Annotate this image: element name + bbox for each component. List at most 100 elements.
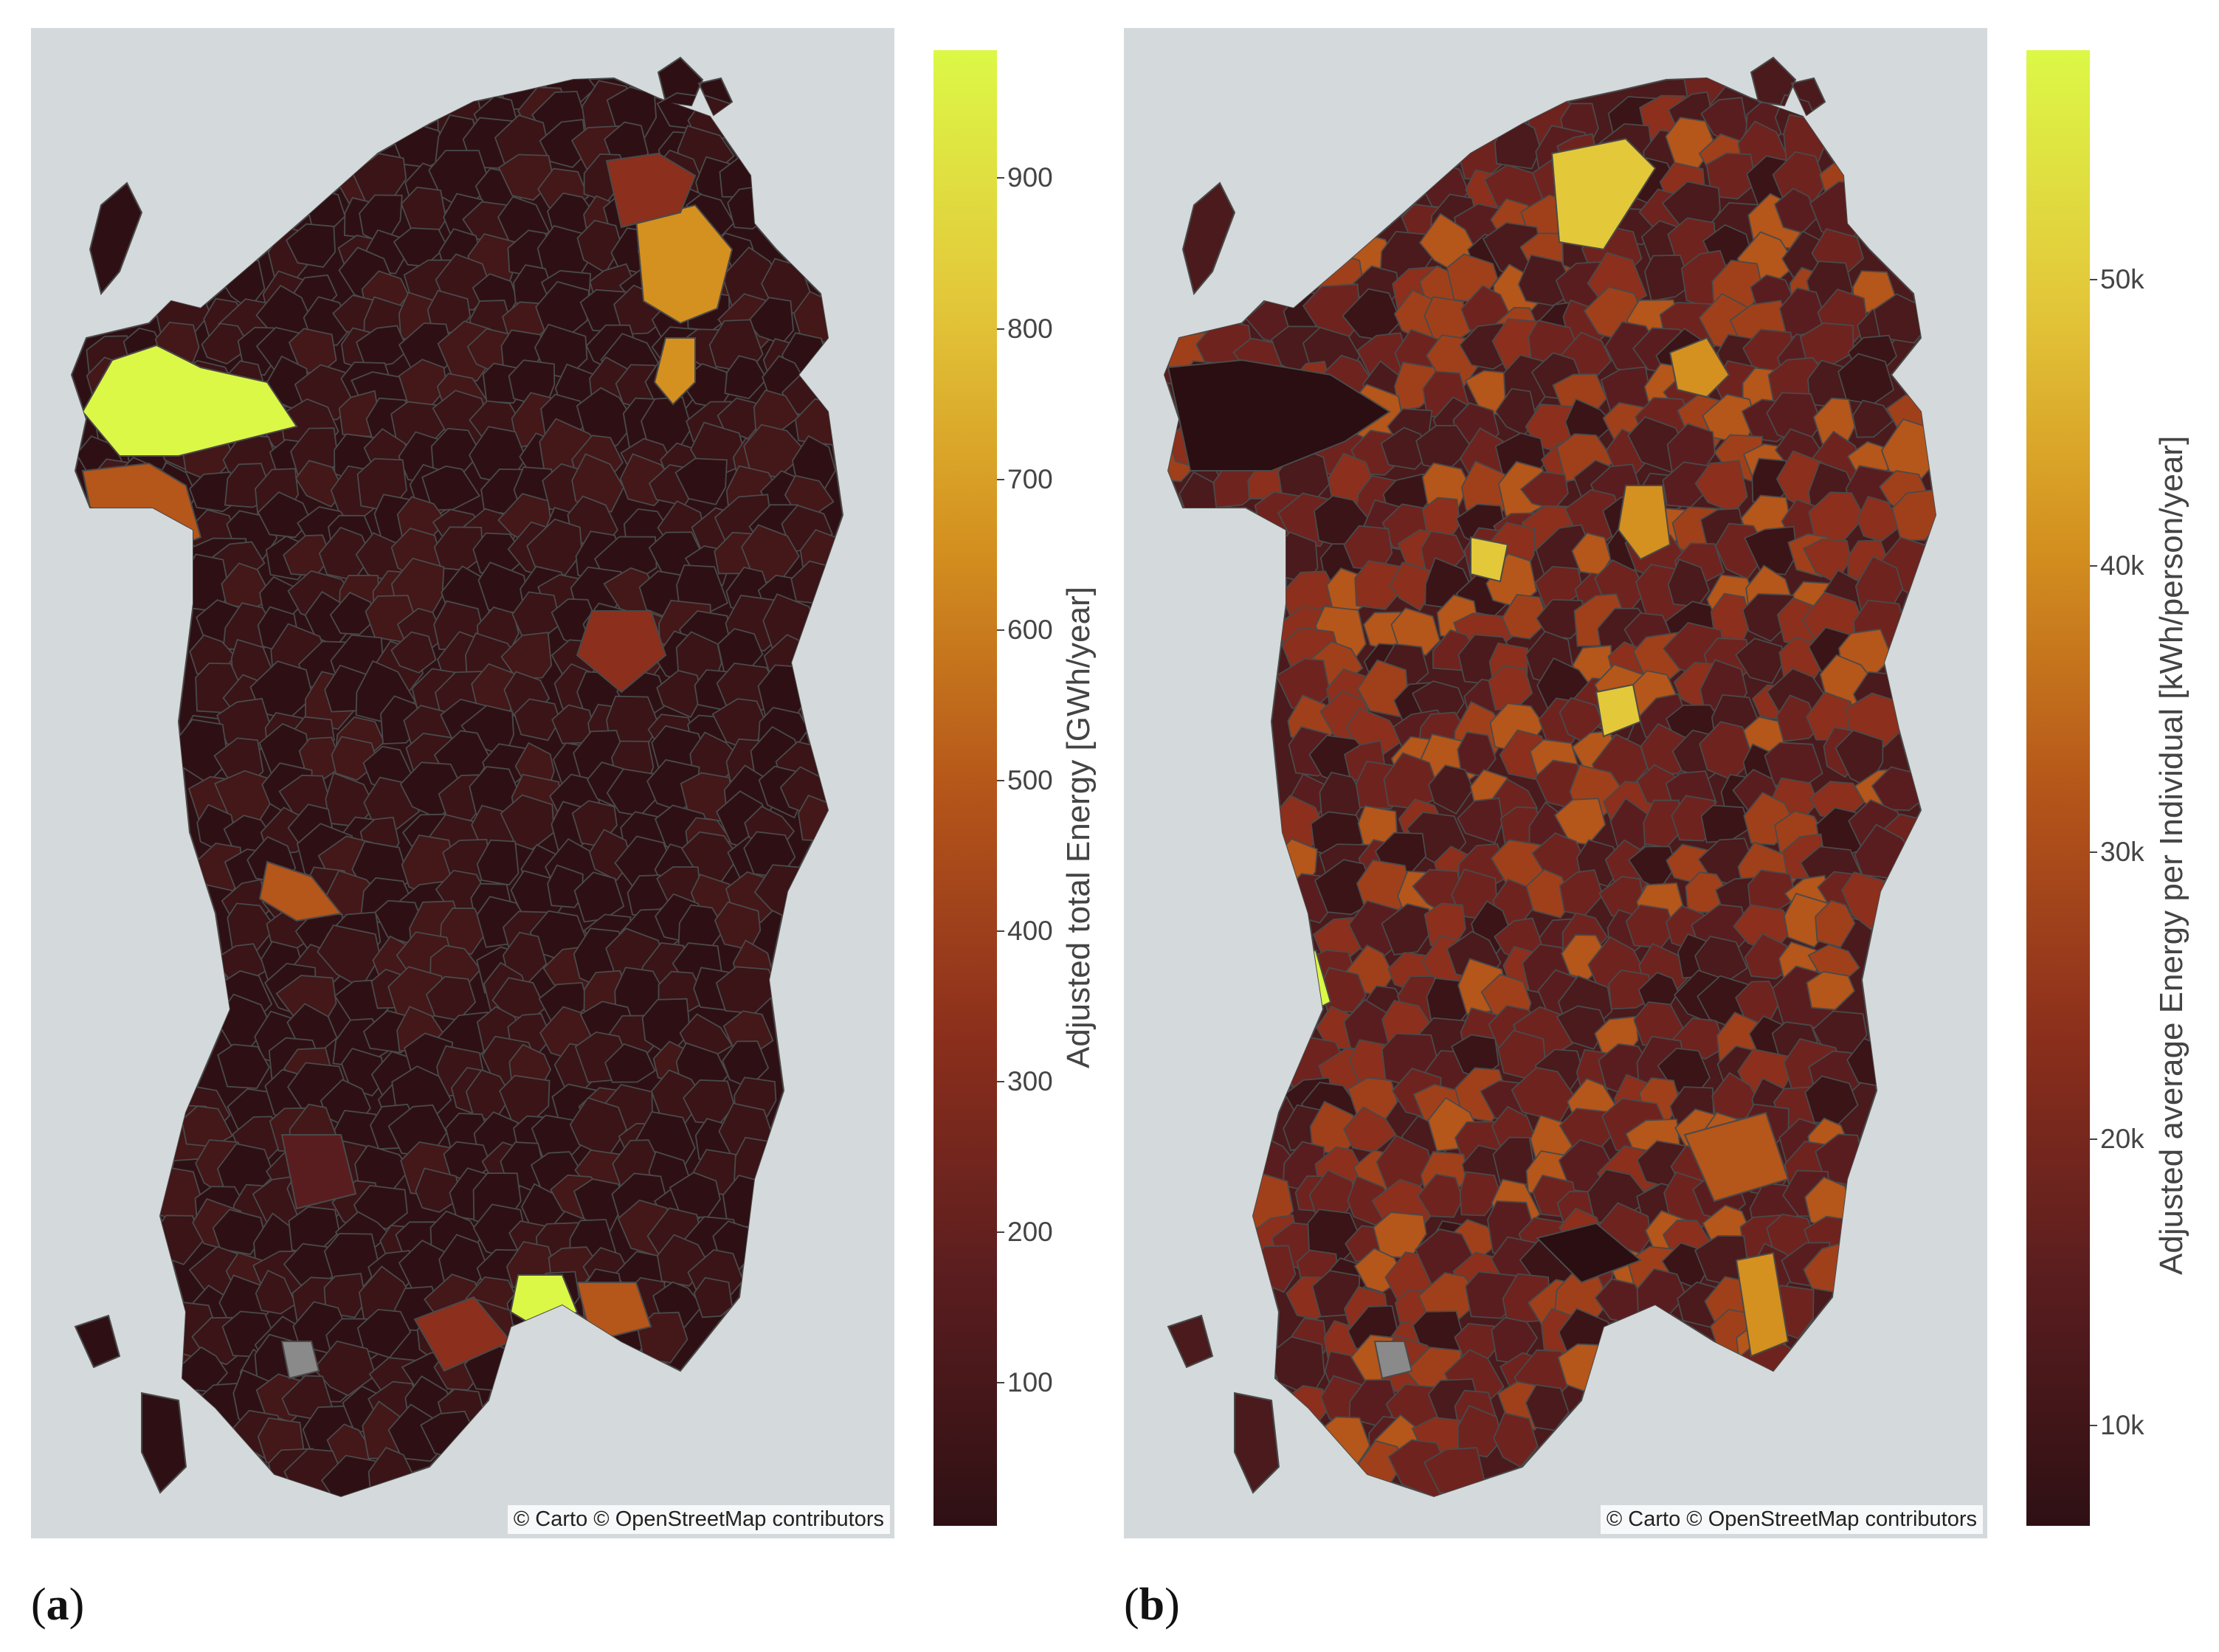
- colorbar-a: [934, 50, 997, 1526]
- panel-label-b: (b): [1124, 1580, 1180, 1630]
- colorbar-tick-label: 800: [1007, 313, 1053, 344]
- municipality: [294, 460, 345, 508]
- municipality: [476, 839, 520, 886]
- colorbar-tick-mark: [997, 328, 1004, 330]
- colorbar-tick-label: 300: [1007, 1065, 1053, 1096]
- colorbar-a-title: Adjusted total Energy [GWh/year]: [1060, 587, 1097, 1068]
- municipality-highlight: [1373, 1341, 1413, 1380]
- municipality-highlight: [1735, 1251, 1790, 1358]
- map-attribution[interactable]: © Carto © OpenStreetMap contributors: [507, 1505, 890, 1534]
- municipality: [539, 119, 588, 168]
- municipality: [227, 902, 277, 951]
- municipality-highlight: [1204, 1030, 1295, 1099]
- colorbar-tick-label: 20k: [2100, 1123, 2144, 1154]
- municipality: [500, 794, 555, 851]
- map-attribution[interactable]: © Carto © OpenStreetMap contributors: [1600, 1505, 1983, 1534]
- panel-label-a: (a): [31, 1580, 85, 1630]
- municipality-highlight: [1470, 536, 1509, 583]
- colorbar-tick-label: 700: [1007, 463, 1053, 494]
- colorbar-tick-mark: [2090, 1138, 2097, 1140]
- municipality-highlight: [576, 610, 667, 694]
- municipality: [201, 322, 252, 364]
- municipalities: [75, 60, 843, 1496]
- municipality: [217, 1043, 270, 1089]
- municipality: [1457, 797, 1504, 844]
- municipality: [1744, 525, 1798, 576]
- municipality: [355, 325, 409, 369]
- colorbar-gradient: [934, 50, 997, 1526]
- municipality: [514, 698, 561, 742]
- municipality: [500, 632, 553, 679]
- map-b-energy-per-individual[interactable]: © Carto © OpenStreetMap contributors: [1124, 28, 1987, 1538]
- municipality: [1536, 598, 1587, 640]
- colorbar-tick-mark: [997, 1080, 1004, 1082]
- colorbar-tick-mark: [997, 478, 1004, 480]
- municipality: [1493, 1411, 1539, 1468]
- colorbar-b: [2026, 50, 2090, 1526]
- municipality: [1735, 637, 1785, 685]
- colorbar-gradient: [2026, 50, 2090, 1526]
- municipality: [1390, 607, 1441, 657]
- municipality: [797, 794, 838, 842]
- municipality-highlight: [635, 204, 734, 325]
- municipality: [1643, 254, 1693, 302]
- municipality: [656, 669, 703, 719]
- municipality-highlight: [1683, 1111, 1790, 1203]
- colorbar-b-title: Adjusted average Energy per Individual […: [2153, 435, 2189, 1275]
- colorbar-tick-label: 500: [1007, 764, 1053, 795]
- colorbar-tick-mark: [2090, 1425, 2097, 1427]
- map-a-total-energy[interactable]: © Carto © OpenStreetMap contributors: [31, 28, 894, 1538]
- municipality-highlight: [258, 860, 342, 922]
- municipality: [724, 355, 768, 400]
- municipality: [1428, 764, 1474, 815]
- municipality-highlight: [280, 1134, 357, 1210]
- municipality: [390, 631, 437, 674]
- colorbar-tick-label: 900: [1007, 162, 1053, 193]
- municipality: [1815, 899, 1856, 948]
- municipality: [285, 223, 337, 268]
- municipality: [255, 1269, 297, 1315]
- municipality: [1250, 1245, 1297, 1293]
- colorbar-tick-mark: [997, 1382, 1004, 1384]
- colorbar-tick-label: 10k: [2100, 1410, 2144, 1441]
- sardinia-choropleth-a: [70, 56, 844, 1498]
- municipality: [547, 864, 584, 908]
- municipality: [1457, 1404, 1503, 1458]
- municipality: [189, 471, 237, 513]
- colorbar-tick-mark: [997, 930, 1004, 932]
- colorbar-tick-mark: [997, 779, 1004, 781]
- colorbar-tick-label: 50k: [2100, 263, 2144, 294]
- municipality: [1380, 426, 1429, 470]
- colorbar-tick-mark: [2090, 565, 2097, 567]
- municipality: [1459, 1171, 1502, 1217]
- municipality: [1742, 592, 1798, 643]
- colorbar-tick-label: 40k: [2100, 550, 2144, 581]
- municipality-highlight: [653, 337, 696, 406]
- municipality: [415, 1167, 462, 1213]
- colorbar-tick-mark: [997, 177, 1004, 179]
- municipality-highlight: [1167, 359, 1391, 471]
- municipality: [1556, 1005, 1607, 1050]
- municipality: [1775, 694, 1821, 742]
- municipality-highlight: [81, 344, 298, 457]
- municipality: [1744, 933, 1793, 980]
- municipality: [1806, 970, 1856, 1011]
- municipality: [439, 908, 487, 955]
- municipality: [604, 1043, 656, 1083]
- municipalities: [1164, 58, 1936, 1496]
- municipality: [674, 457, 728, 505]
- municipality-highlight: [1668, 336, 1730, 398]
- municipality: [257, 491, 312, 539]
- colorbar-tick-label: 200: [1007, 1217, 1053, 1248]
- municipality: [1501, 594, 1550, 640]
- sardinia-choropleth-b: [1163, 56, 1937, 1498]
- municipality: [1381, 903, 1433, 955]
- colorbar-tick-mark: [2090, 851, 2097, 854]
- municipality-highlight: [1595, 683, 1642, 738]
- colorbar-tick-label: 600: [1007, 614, 1053, 645]
- municipality: [693, 1276, 734, 1319]
- municipality: [576, 387, 636, 446]
- municipality-highlight: [1536, 1222, 1642, 1284]
- municipality: [526, 518, 583, 576]
- municipality: [1525, 868, 1573, 919]
